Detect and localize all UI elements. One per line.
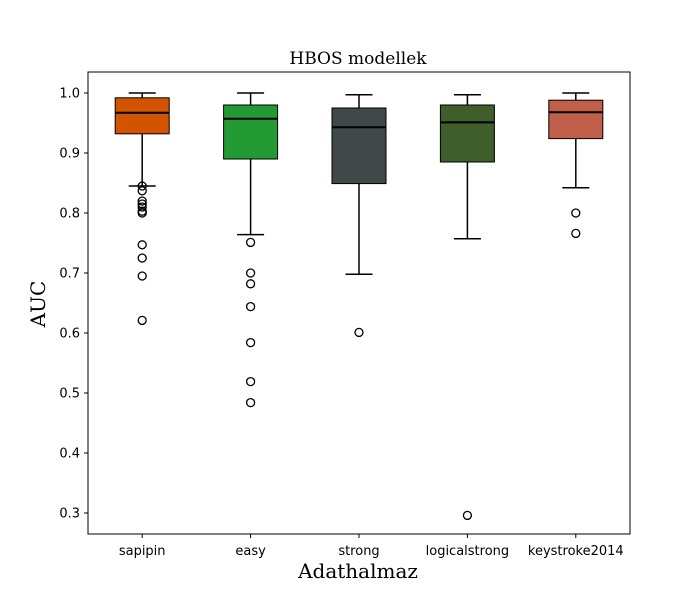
outlier-point <box>354 327 364 338</box>
y-tick-label: 0.9 <box>59 147 80 162</box>
y-tick-label: 0.3 <box>59 507 80 522</box>
y-tick-label: 0.5 <box>59 387 80 402</box>
box-easy <box>223 104 279 160</box>
x-tick-label: easy <box>235 544 266 559</box>
outlier-point <box>245 268 256 278</box>
y-tick-label: 0.4 <box>59 447 80 462</box>
y-tick-label: 0.6 <box>59 327 80 342</box>
outlier-point <box>245 376 256 387</box>
outlier-point <box>137 202 147 212</box>
outlier-point <box>137 253 147 263</box>
outlier-point <box>245 301 256 312</box>
outlier-point <box>137 208 147 218</box>
x-tick-label: strong <box>338 544 379 559</box>
outlier-point <box>245 397 256 408</box>
y-tick-label: 1.0 <box>59 87 80 102</box>
x-tick-label: keystroke2014 <box>528 544 624 559</box>
outlier-point <box>462 510 473 521</box>
x-tick-label: logicalstrong <box>426 544 510 559</box>
y-tick-label: 0.7 <box>59 267 80 282</box>
y-tick-label: 0.8 <box>59 207 80 222</box>
outlier-point <box>571 228 581 239</box>
axes-frame <box>87 71 631 535</box>
outlier-point <box>245 279 256 289</box>
box-sapipin <box>114 97 170 135</box>
plot-area: 0.3 0.4 0.5 0.6 0.7 0.8 0.9 1.0 sapipin easy stron… <box>59 87 623 560</box>
outlier-point <box>137 271 147 281</box>
box-keystroke2014 <box>548 99 604 140</box>
box-logicalstrong <box>439 104 495 163</box>
outlier-point <box>137 196 147 206</box>
chart-title: HBOS modellek <box>289 49 427 69</box>
y-axis-label: AUC <box>26 281 50 329</box>
outlier-point <box>245 237 256 248</box>
box-strong <box>331 107 387 185</box>
outlier-point <box>137 199 147 209</box>
outlier-point <box>137 181 147 191</box>
outlier-point <box>245 337 256 348</box>
x-tick-label: sapipin <box>119 544 166 559</box>
outlier-point <box>137 315 147 326</box>
x-axis-label: Adathalmaz <box>297 559 418 583</box>
outlier-point <box>137 186 147 196</box>
outlier-point <box>571 208 581 218</box>
outlier-point <box>137 240 147 250</box>
